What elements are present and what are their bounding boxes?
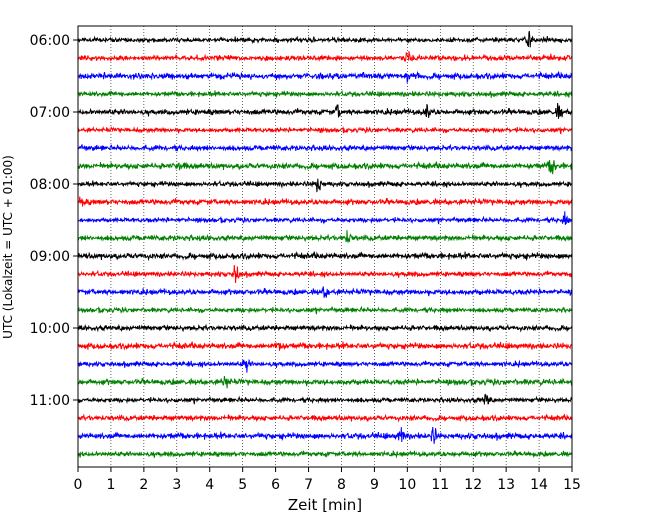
x-tick-label: 4 — [205, 477, 214, 493]
x-tick-label: 0 — [74, 477, 83, 493]
trace-line — [77, 125, 573, 135]
y-tick-label: 08:00 — [30, 177, 70, 193]
x-tick-label: 12 — [464, 477, 482, 493]
trace-line — [77, 305, 573, 315]
trace-line — [77, 178, 573, 193]
x-tick-label: 2 — [139, 477, 148, 493]
trace-line — [78, 211, 573, 226]
trace-line — [77, 51, 573, 63]
x-axis-ticks: 0 1 2 3 4 5 6 7 8 9 10 11 12 13 14 15 — [74, 467, 581, 493]
x-tick-label: 1 — [106, 477, 115, 493]
x-tick-label: 5 — [238, 477, 247, 493]
trace-line — [77, 340, 573, 351]
y-axis-ticks: 06:00 07:00 08:00 09:00 10:00 11:00 — [30, 33, 78, 409]
trace-line — [77, 264, 573, 284]
x-axis-label: Zeit [min] — [288, 496, 362, 514]
x-tick-label: 7 — [304, 477, 313, 493]
trace-line — [77, 70, 573, 84]
y-tick-label: 07:00 — [30, 105, 70, 121]
trace-line — [77, 375, 573, 389]
seismic-traces — [77, 30, 573, 459]
y-tick-label: 10:00 — [30, 321, 70, 337]
trace-line — [77, 143, 573, 153]
trace-line — [77, 89, 573, 99]
trace-line — [77, 286, 573, 298]
trace-line — [77, 359, 573, 373]
trace-line — [77, 30, 573, 48]
plot-frame — [77, 25, 573, 468]
x-tick-label: 10 — [398, 477, 416, 493]
x-tick-label: 3 — [172, 477, 181, 493]
y-tick-label: 11:00 — [30, 393, 70, 409]
trace-line — [77, 230, 573, 244]
trace-line — [77, 413, 573, 423]
x-tick-label: 11 — [431, 477, 449, 493]
trace-line — [77, 196, 573, 207]
x-tick-label: 6 — [271, 477, 280, 493]
trace-line — [77, 393, 573, 405]
y-tick-label: 06:00 — [30, 33, 70, 49]
trace-line — [77, 251, 573, 262]
x-tick-label: 15 — [563, 477, 581, 493]
trace-line — [77, 160, 573, 175]
trace-line — [77, 450, 573, 459]
x-tick-label: 8 — [337, 477, 346, 493]
y-axis-label: UTC (Lokalzeit = UTC + 01:00) — [1, 155, 15, 339]
x-tick-label: 13 — [497, 477, 515, 493]
x-tick-label: 9 — [370, 477, 379, 493]
x-tick-label: 14 — [530, 477, 548, 493]
trace-line — [77, 323, 573, 333]
trace-line — [77, 426, 573, 444]
trace-line — [77, 102, 573, 119]
y-tick-label: 09:00 — [30, 249, 70, 265]
